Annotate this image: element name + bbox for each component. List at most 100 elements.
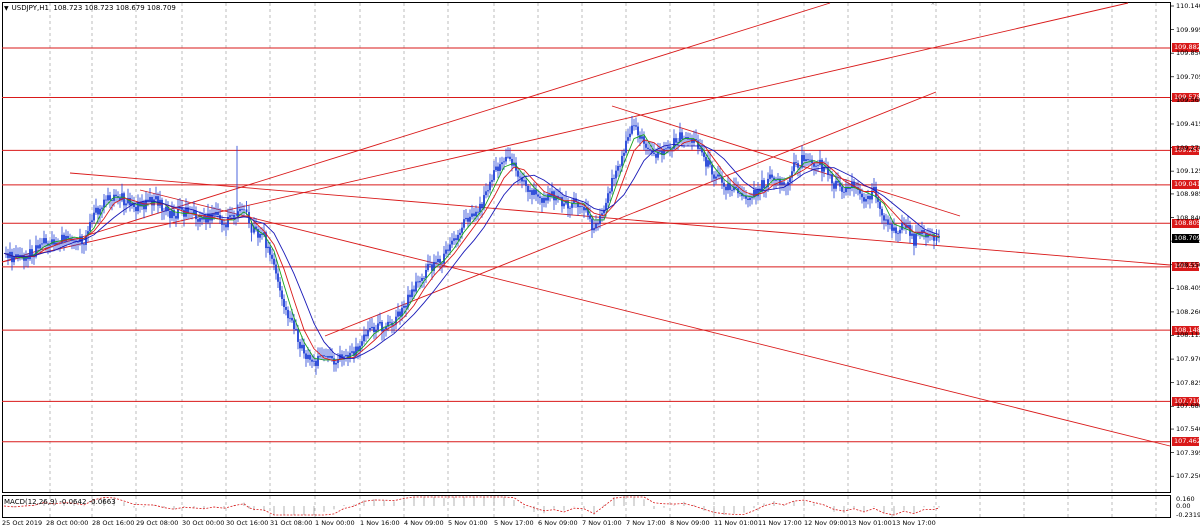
candle-body <box>137 202 139 212</box>
candle-body <box>157 196 159 206</box>
symbol-label: USDJPY,H1 <box>11 4 49 12</box>
candle-body <box>223 224 225 226</box>
candle-body <box>467 217 469 222</box>
candle-body <box>55 242 57 245</box>
candle-body <box>245 209 248 213</box>
time-tick-label: 4 Nov 09:00 <box>404 519 444 527</box>
candle-body <box>135 206 137 212</box>
candle-body <box>107 195 109 201</box>
candle-body <box>353 351 355 356</box>
time-tick-label: 7 Nov 17:00 <box>626 519 666 527</box>
candle-body <box>531 190 533 195</box>
time-tick-label: 30 Oct 16:00 <box>226 519 269 527</box>
candle-body <box>303 344 305 354</box>
candle-body <box>877 197 879 202</box>
candle-body <box>257 229 259 238</box>
candle-body <box>125 203 127 206</box>
candle-body <box>845 186 847 193</box>
candle-body <box>635 125 637 127</box>
price-tick-label: 109.995 <box>1176 25 1200 34</box>
candle-body <box>699 147 701 149</box>
macd-panel[interactable] <box>2 495 1171 518</box>
candle-body <box>97 207 99 215</box>
candle-body <box>45 238 47 244</box>
candle-body <box>887 219 889 225</box>
candle-body <box>849 188 851 190</box>
candle-body <box>389 321 391 323</box>
candle-body <box>83 244 85 246</box>
candle-body <box>243 209 245 211</box>
candle-body <box>149 196 151 202</box>
candle-body <box>287 309 289 319</box>
candle-body <box>201 217 203 220</box>
symbol-info: ▼ USDJPY,H1 108.723 108.723 108.679 108.7… <box>4 4 176 12</box>
time-tick-label: 28 Oct 16:00 <box>92 519 135 527</box>
candle-body <box>627 137 629 141</box>
candle-body <box>95 207 97 213</box>
candle-body <box>19 254 21 257</box>
candle-body <box>859 189 861 194</box>
candle-body <box>395 316 397 325</box>
candle-body <box>795 162 797 164</box>
candle-body <box>938 236 940 238</box>
candle-body <box>719 174 721 177</box>
candle-body <box>385 326 387 330</box>
time-tick-label: 5 Nov 01:00 <box>448 519 488 527</box>
candle-body <box>763 180 765 189</box>
candle-body <box>65 235 67 242</box>
candle-body <box>535 189 537 195</box>
candle-body <box>831 174 833 184</box>
candle-body <box>315 360 317 366</box>
candle-body <box>341 354 343 360</box>
candle-body <box>527 185 529 192</box>
candle-body <box>603 209 605 214</box>
candle-body <box>757 188 759 197</box>
candle-body <box>525 180 527 186</box>
price-tick-label: 108.405 <box>1176 284 1200 293</box>
candle-body <box>405 305 407 308</box>
candle-body <box>41 243 43 245</box>
candle-body <box>193 210 195 215</box>
candle-body <box>57 242 59 244</box>
candle-body <box>93 212 95 221</box>
candle-body <box>261 233 263 235</box>
candle-body <box>513 162 515 166</box>
candle-body <box>867 195 869 199</box>
candle-body <box>619 165 621 167</box>
candle-body <box>485 191 487 196</box>
price-tick-label: 109.705 <box>1176 72 1200 81</box>
candle-body <box>259 233 261 238</box>
candle-body <box>833 183 835 189</box>
candle-body <box>319 355 321 357</box>
candle-body <box>375 329 377 333</box>
candle-body <box>91 220 93 223</box>
candle-body <box>413 289 415 292</box>
candle-body <box>443 253 445 264</box>
trend-line <box>1 2 1129 263</box>
candle-body <box>499 164 501 171</box>
candle-body <box>215 211 217 215</box>
candle-body <box>873 186 875 191</box>
level-price-tag: 109.578 <box>1172 92 1200 102</box>
candle-body <box>447 249 449 251</box>
candle-body <box>469 216 471 222</box>
candle-body <box>729 183 731 190</box>
dropdown-triangle-icon[interactable]: ▼ <box>4 5 9 12</box>
candle-body <box>403 305 405 308</box>
macd-axis-label: 0.00 <box>1176 502 1191 510</box>
time-tick-label: 1 Nov 00:00 <box>315 519 355 527</box>
trend-line <box>611 105 961 217</box>
candle-body <box>387 321 389 327</box>
candle-body <box>379 321 381 324</box>
price-chart-panel[interactable] <box>2 2 1171 493</box>
candle-body <box>495 166 497 171</box>
candle-body <box>821 159 823 172</box>
candle-body <box>843 191 845 193</box>
candle-body <box>769 174 771 179</box>
candle-body <box>577 201 579 208</box>
candle-body <box>89 222 91 232</box>
candle-body <box>329 355 331 358</box>
candle-body <box>463 219 465 228</box>
candle-body <box>241 209 243 210</box>
